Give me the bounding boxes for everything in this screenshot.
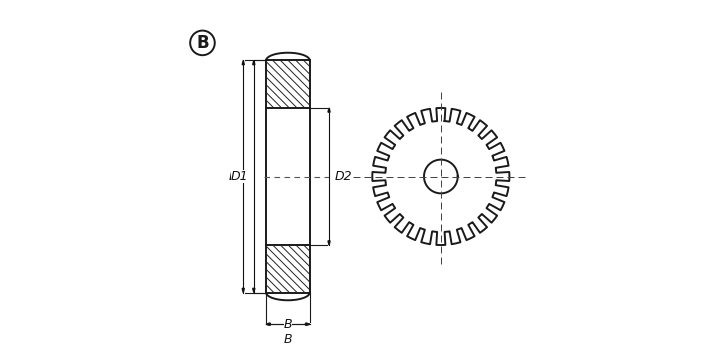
Polygon shape (242, 288, 244, 293)
Text: D2: D2 (334, 170, 352, 183)
Polygon shape (305, 323, 310, 325)
Text: B: B (284, 333, 292, 346)
Polygon shape (306, 323, 310, 325)
Text: B: B (196, 34, 209, 52)
Text: B: B (284, 318, 292, 331)
Text: D: D (228, 170, 238, 183)
Polygon shape (266, 323, 270, 325)
Polygon shape (242, 60, 244, 65)
Polygon shape (328, 108, 330, 112)
Polygon shape (266, 323, 270, 325)
Polygon shape (328, 241, 330, 245)
Polygon shape (253, 288, 255, 293)
Polygon shape (253, 60, 255, 65)
Text: D1: D1 (230, 170, 248, 183)
